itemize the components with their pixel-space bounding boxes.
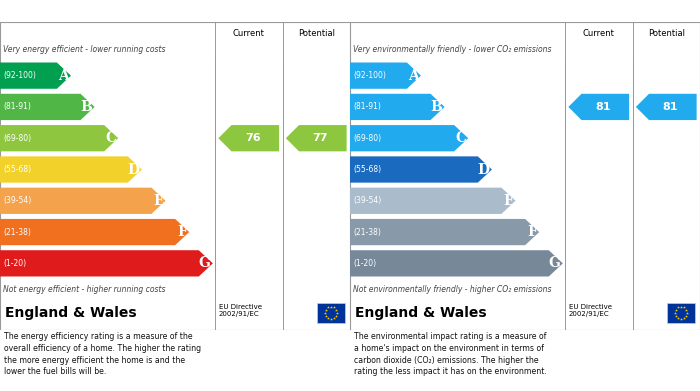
Polygon shape [0, 94, 94, 120]
Text: Environmental Impact (CO₂) Rating: Environmental Impact (CO₂) Rating [356, 5, 589, 18]
Text: (92-100): (92-100) [3, 71, 36, 80]
Text: (69-80): (69-80) [3, 134, 31, 143]
Text: (21-38): (21-38) [3, 228, 31, 237]
Text: Very energy efficient - lower running costs: Very energy efficient - lower running co… [3, 45, 165, 54]
Text: 81: 81 [595, 102, 610, 112]
Text: F: F [177, 225, 187, 239]
Text: (21-38): (21-38) [353, 228, 381, 237]
Text: Energy Efficiency Rating: Energy Efficiency Rating [6, 5, 169, 18]
Text: B: B [430, 100, 442, 114]
Polygon shape [286, 125, 346, 151]
Polygon shape [350, 94, 444, 120]
Text: (92-100): (92-100) [353, 71, 386, 80]
Polygon shape [218, 125, 279, 151]
Text: (39-54): (39-54) [353, 196, 382, 205]
Polygon shape [0, 63, 71, 89]
Text: (55-68): (55-68) [3, 165, 31, 174]
Polygon shape [0, 156, 142, 183]
Polygon shape [350, 188, 515, 214]
Polygon shape [568, 94, 629, 120]
Text: Potential: Potential [298, 29, 335, 38]
Text: Potential: Potential [648, 29, 685, 38]
Text: F: F [527, 225, 537, 239]
Text: 76: 76 [245, 133, 260, 143]
Text: (39-54): (39-54) [3, 196, 31, 205]
Polygon shape [0, 250, 213, 276]
Polygon shape [350, 250, 563, 276]
Text: Current: Current [233, 29, 265, 38]
Text: B: B [80, 100, 92, 114]
Bar [667, 303, 695, 323]
Polygon shape [350, 125, 468, 151]
Text: E: E [153, 194, 163, 208]
Text: G: G [549, 256, 561, 270]
Text: (1-20): (1-20) [3, 259, 26, 268]
Polygon shape [0, 219, 189, 245]
Text: (55-68): (55-68) [353, 165, 381, 174]
Text: 81: 81 [662, 102, 678, 112]
Text: EU Directive
2002/91/EC: EU Directive 2002/91/EC [569, 304, 612, 317]
Text: Current: Current [583, 29, 615, 38]
Bar [317, 303, 345, 323]
Text: G: G [199, 256, 211, 270]
Polygon shape [350, 219, 539, 245]
Text: Not environmentally friendly - higher CO₂ emissions: Not environmentally friendly - higher CO… [353, 285, 552, 294]
Text: C: C [455, 131, 466, 145]
Text: Not energy efficient - higher running costs: Not energy efficient - higher running co… [3, 285, 165, 294]
Text: D: D [477, 163, 490, 176]
Text: A: A [58, 69, 69, 83]
Text: England & Wales: England & Wales [5, 305, 136, 319]
Text: E: E [503, 194, 513, 208]
Text: (69-80): (69-80) [353, 134, 381, 143]
Polygon shape [350, 63, 421, 89]
Text: 77: 77 [312, 133, 328, 143]
Text: EU Directive
2002/91/EC: EU Directive 2002/91/EC [219, 304, 262, 317]
Text: Very environmentally friendly - lower CO₂ emissions: Very environmentally friendly - lower CO… [353, 45, 552, 54]
Text: C: C [105, 131, 116, 145]
Text: England & Wales: England & Wales [355, 305, 486, 319]
Text: D: D [127, 163, 140, 176]
Text: (81-91): (81-91) [353, 102, 381, 111]
Polygon shape [0, 188, 166, 214]
Text: (1-20): (1-20) [353, 259, 376, 268]
Polygon shape [350, 156, 492, 183]
Polygon shape [636, 94, 696, 120]
Polygon shape [0, 125, 118, 151]
Text: A: A [408, 69, 419, 83]
Text: The environmental impact rating is a measure of
a home's impact on the environme: The environmental impact rating is a mea… [354, 332, 547, 377]
Text: (81-91): (81-91) [3, 102, 31, 111]
Text: The energy efficiency rating is a measure of the
overall efficiency of a home. T: The energy efficiency rating is a measur… [4, 332, 201, 377]
